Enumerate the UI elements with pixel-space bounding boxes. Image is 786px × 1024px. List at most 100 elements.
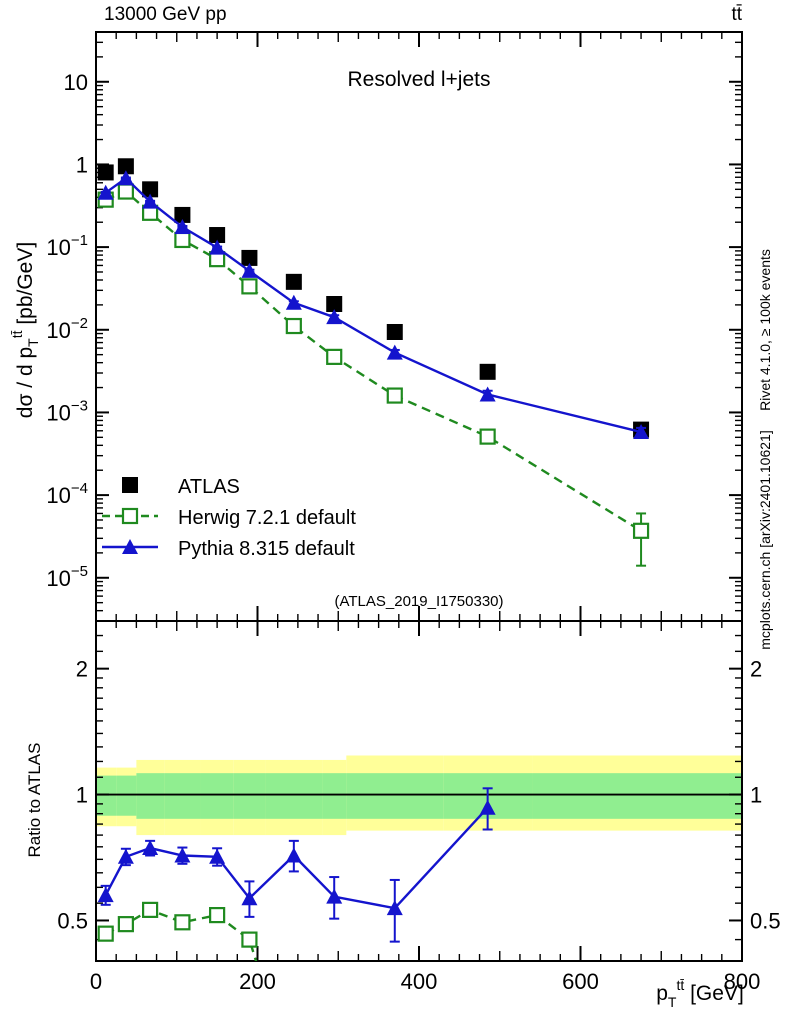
data-point-marker bbox=[479, 799, 496, 815]
panel-title: Resolved l+jets bbox=[348, 68, 491, 91]
data-point-marker bbox=[633, 423, 650, 439]
data-point-marker bbox=[386, 344, 403, 360]
uncertainty-band-segment bbox=[233, 773, 266, 819]
data-point-marker bbox=[326, 888, 343, 904]
legend-label: Pythia 8.315 default bbox=[178, 538, 355, 560]
ratio-y-tick-label: 2 bbox=[76, 657, 88, 682]
uncertainty-band-segment bbox=[164, 773, 201, 819]
uncertainty-band-segment bbox=[532, 773, 742, 819]
uncertainty-band-segment bbox=[136, 773, 165, 819]
data-point-marker bbox=[97, 925, 114, 942]
x-tick-label: 800 bbox=[724, 969, 761, 994]
ratio-series-line bbox=[104, 806, 489, 910]
data-point-marker bbox=[285, 317, 302, 335]
data-point-marker bbox=[97, 184, 114, 200]
data-point-marker bbox=[174, 219, 191, 235]
data-point-marker bbox=[241, 262, 258, 278]
data-point-marker bbox=[241, 931, 258, 948]
data-point-marker bbox=[386, 387, 403, 404]
data-point-marker bbox=[326, 348, 343, 365]
rivet-version-label: Rivet 4.1.0, ≥ 100k events bbox=[757, 249, 773, 411]
data-point-marker bbox=[209, 239, 226, 255]
mcplots-source-label: mcplots.cern.ch [arXiv:2401.10621] bbox=[757, 430, 773, 649]
data-point-marker bbox=[121, 507, 139, 525]
data-point-marker bbox=[117, 158, 134, 175]
data-point-marker bbox=[142, 901, 159, 918]
data-point-marker bbox=[241, 249, 258, 266]
data-point-marker bbox=[174, 206, 191, 223]
data-point-marker bbox=[174, 914, 191, 931]
y-tick-label: 1 bbox=[76, 152, 88, 177]
uncertainty-band-segment bbox=[116, 775, 137, 816]
uncertainty-band-segment bbox=[265, 773, 323, 819]
legend: ATLAS Herwig 7.2.1 default Pythia 8.315 de… bbox=[102, 476, 356, 560]
ratio-y-tick-label: 2 bbox=[750, 657, 762, 682]
x-axis-label: pTtt̄ [GeV] bbox=[656, 977, 744, 1010]
x-tick-labels: 0 200 400 600 800 bbox=[90, 969, 760, 994]
x-tick-label: 600 bbox=[562, 969, 599, 994]
data-point-marker bbox=[174, 847, 191, 863]
data-point-marker bbox=[479, 363, 496, 380]
ratio-y-tick-label: 1 bbox=[750, 783, 762, 808]
data-point-marker bbox=[117, 170, 134, 186]
data-point-marker bbox=[241, 278, 258, 295]
main-y-axis-label: dσ / d pTtt̄ [pb/GeV] bbox=[9, 242, 41, 418]
y-tick-label: 10−5 bbox=[46, 563, 88, 591]
data-point-marker bbox=[326, 296, 343, 313]
uncertainty-band-segment bbox=[200, 773, 234, 819]
x-tick-label: 200 bbox=[239, 969, 276, 994]
data-point-marker bbox=[285, 294, 302, 310]
main-y-tick-labels: 10 1 10−1 10−2 10−3 10−4 10−5 bbox=[46, 70, 88, 591]
data-point-marker bbox=[117, 916, 134, 933]
data-point-marker bbox=[117, 183, 134, 200]
data-point-marker bbox=[142, 181, 159, 198]
data-point-marker bbox=[479, 386, 496, 402]
main-panel-ticks bbox=[95, 31, 743, 622]
ratio-y-axis-label: Ratio to ATLAS bbox=[25, 743, 44, 858]
data-point-marker bbox=[285, 273, 302, 290]
series-line-herwig bbox=[105, 190, 642, 532]
ratio-panel-frame bbox=[95, 620, 743, 962]
ratio-y-tick-label: 0.5 bbox=[750, 908, 781, 933]
y-tick-label: 10−4 bbox=[46, 480, 88, 508]
y-tick-label: 10 bbox=[64, 70, 88, 95]
legend-label: ATLAS bbox=[178, 476, 240, 498]
ratio-y-tick-labels: 2 2 1 1 0.5 0.5 bbox=[57, 657, 780, 934]
data-point-marker bbox=[97, 887, 114, 903]
data-point-marker bbox=[386, 900, 403, 916]
data-point-marker bbox=[479, 428, 496, 445]
data-point-marker bbox=[174, 231, 191, 249]
data-point-marker bbox=[241, 890, 258, 906]
ratio-panel: 2 2 1 1 0.5 0.5 Ratio to ATLAS bbox=[25, 620, 781, 962]
ratio-y-tick-label: 0.5 bbox=[57, 908, 88, 933]
uncertainty-band-segment bbox=[346, 773, 444, 819]
uncertainty-band-segment bbox=[322, 773, 347, 819]
ratio-uncertainty-bands bbox=[96, 755, 742, 836]
uncertainty-band-segment bbox=[96, 775, 117, 816]
data-point-marker bbox=[142, 193, 159, 209]
ratio-data-series bbox=[97, 787, 496, 961]
data-point-marker bbox=[117, 848, 134, 864]
data-point-marker bbox=[386, 323, 403, 340]
y-tick-label: 10−3 bbox=[46, 397, 88, 425]
main-panel: Resolved l+jets (ATLAS_2019_I1750330) dσ… bbox=[9, 31, 743, 622]
data-point-marker bbox=[209, 227, 226, 244]
data-point-marker bbox=[122, 477, 138, 493]
analysis-watermark: (ATLAS_2019_I1750330) bbox=[334, 593, 503, 610]
process-label: tt̄ bbox=[731, 4, 742, 25]
data-point-marker bbox=[285, 847, 302, 863]
data-point-marker bbox=[326, 309, 343, 325]
data-point-marker bbox=[209, 848, 226, 864]
svg-text:dσ / d pTtt̄ [pb/GeV]: dσ / d pTtt̄ [pb/GeV] bbox=[9, 242, 41, 418]
x-tick-label: 0 bbox=[90, 969, 102, 994]
x-tick-label: 400 bbox=[401, 969, 438, 994]
data-point-marker bbox=[209, 906, 226, 924]
data-point-marker bbox=[97, 164, 114, 181]
ratio-y-tick-label: 1 bbox=[76, 783, 88, 808]
data-point-marker bbox=[142, 840, 159, 856]
svg-text:pTtt̄ [GeV]: pTtt̄ [GeV] bbox=[656, 977, 744, 1010]
data-point-marker bbox=[122, 539, 138, 554]
legend-label: Herwig 7.2.1 default bbox=[178, 507, 356, 529]
